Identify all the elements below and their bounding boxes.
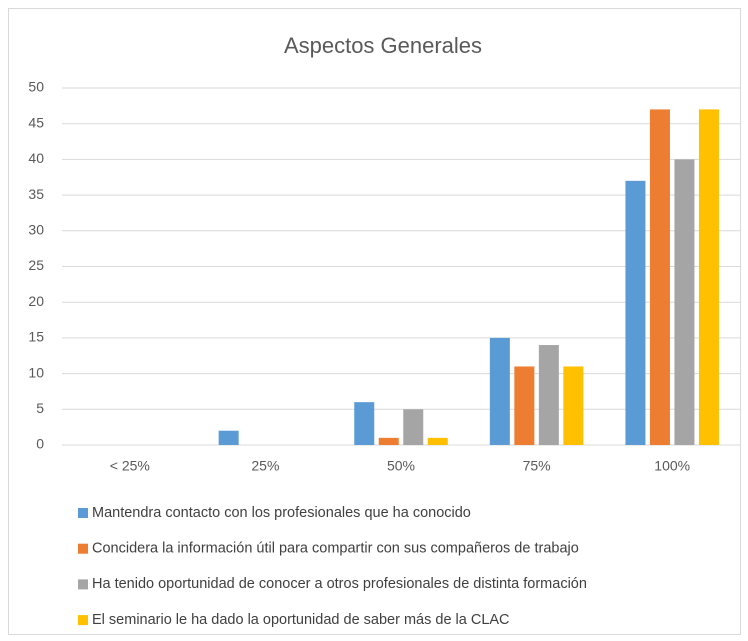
x-tick-label: 25%: [251, 458, 279, 474]
bar: [378, 437, 399, 445]
y-tick-label: 20: [28, 293, 44, 309]
y-tick-label: 40: [28, 150, 44, 166]
chart-title: Aspectos Generales: [284, 33, 482, 58]
y-tick-label: 50: [28, 79, 44, 95]
legend-swatch: [78, 579, 88, 590]
y-tick-label: 45: [28, 114, 44, 130]
y-tick-label: 30: [28, 222, 44, 238]
bar: [625, 180, 646, 445]
bar: [427, 437, 448, 445]
bar: [403, 409, 424, 445]
x-tick-label: 100%: [654, 458, 690, 474]
legend-swatch: [78, 543, 88, 554]
y-tick-label: 15: [28, 329, 44, 345]
bar: [698, 109, 719, 446]
y-tick-label: 5: [36, 400, 44, 416]
bar: [649, 109, 670, 446]
bar: [218, 430, 239, 445]
bar: [514, 366, 535, 445]
legend-swatch: [78, 615, 88, 626]
bar: [354, 402, 375, 445]
y-tick-label: 35: [28, 186, 44, 202]
x-tick-label: 50%: [387, 458, 415, 474]
bar: [563, 366, 584, 445]
legend-swatch: [78, 508, 88, 518]
x-tick-label: < 25%: [110, 458, 150, 474]
legend-label: Ha tenido oportunidad de conocer a otros…: [92, 576, 587, 592]
bar: [674, 159, 695, 445]
legend-label: Mantendra contacto con los profesionales…: [92, 505, 471, 521]
bar: [538, 345, 559, 445]
y-tick-label: 0: [36, 436, 44, 452]
y-tick-label: 10: [28, 364, 44, 380]
legend-label: El seminario le ha dado la oportunidad d…: [92, 612, 510, 628]
legend-label: Concidera la información útil para compa…: [92, 541, 579, 557]
x-tick-label: 75%: [523, 458, 551, 474]
y-tick-label: 25: [28, 257, 44, 273]
chart-border: [8, 8, 741, 635]
bar: [489, 337, 510, 445]
